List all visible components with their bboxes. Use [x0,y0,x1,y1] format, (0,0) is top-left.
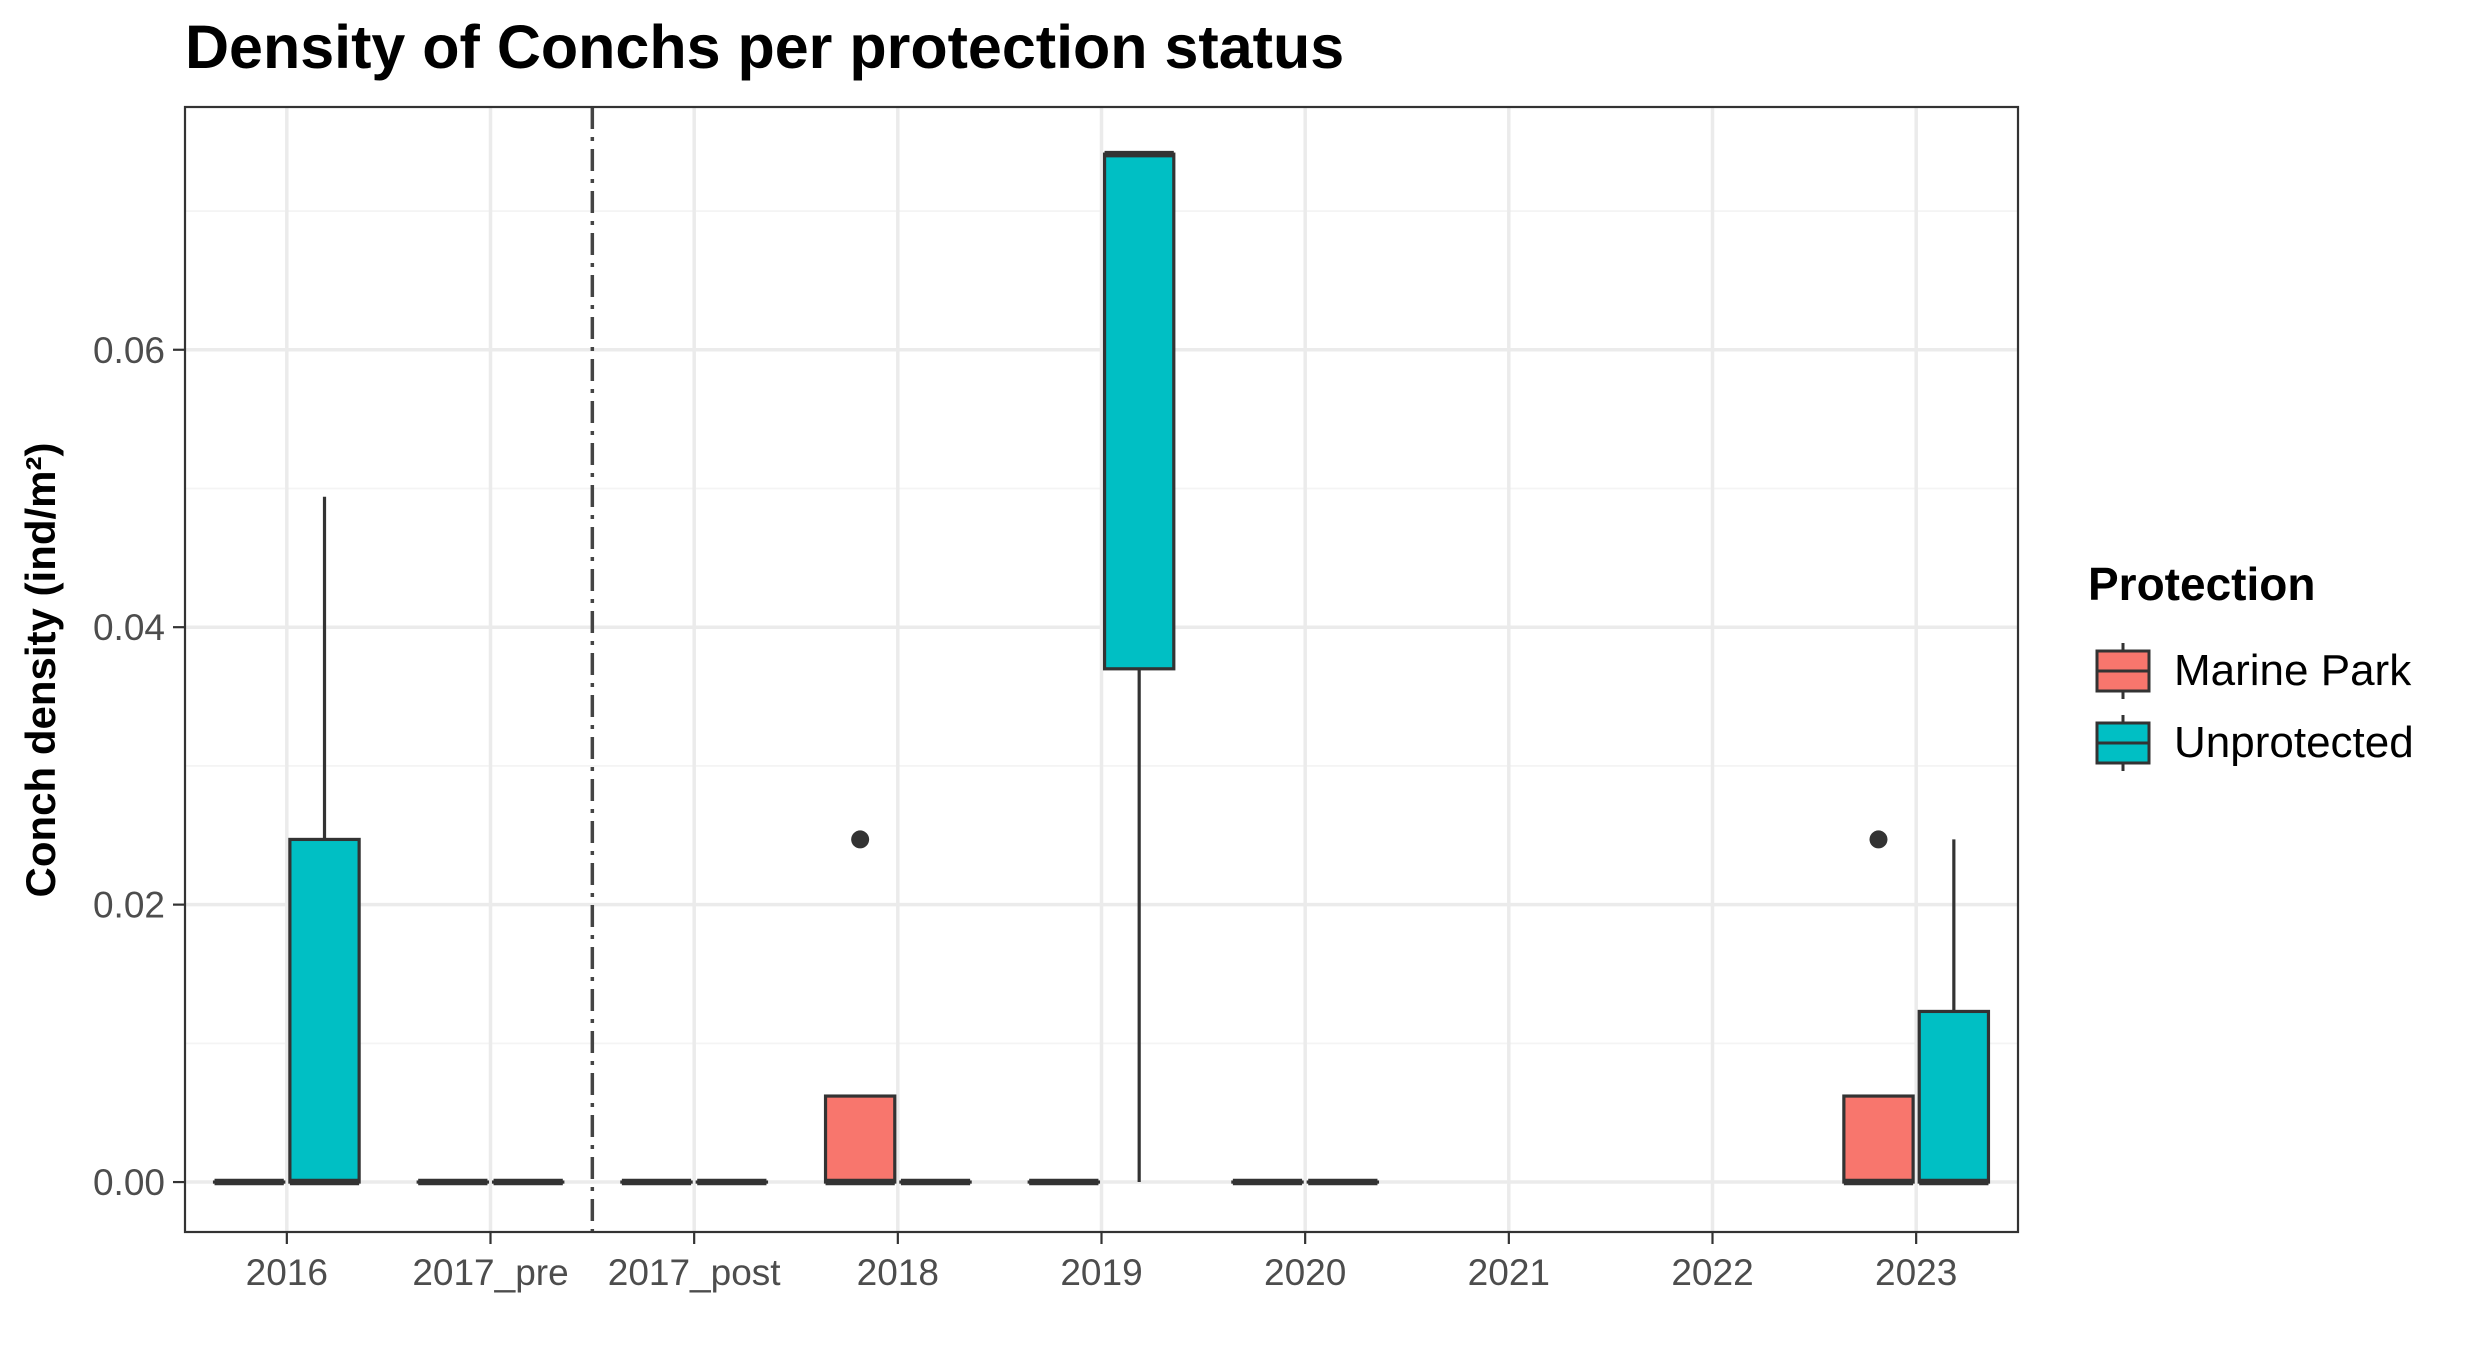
y-tick-label: 0.06 [93,330,165,371]
x-tick-label: 2017_pre [412,1252,568,1293]
box-body [823,1094,897,1184]
box-marine-park-2023 [1842,830,1915,1186]
box-body [1917,1009,1991,1184]
legend-title: Protection [2088,558,2315,610]
x-tick-label: 2017_post [608,1252,782,1293]
box-marine-park-2018 [823,830,897,1186]
outlier-point [1869,830,1888,849]
chart-title: Density of Conchs per protection status [185,13,1344,81]
box-unprotected-2023 [1917,839,1991,1186]
y-axis-title: Conch density (ind/m²) [17,443,64,898]
legend-key-unprotected [2095,715,2151,771]
axes: 0.00 0.02 0.04 0.06 2016 2017_pre 2017_post 201… [93,330,1957,1293]
y-tick-label: 0.00 [93,1162,165,1203]
legend: Protection Marine Park Unprotected [2088,558,2414,771]
box-body [288,837,361,1184]
x-tick-label: 2019 [1060,1252,1142,1293]
y-tick-label: 0.02 [93,885,165,926]
y-tick-label: 0.04 [93,607,165,648]
box-body [1842,1094,1915,1184]
legend-label: Unprotected [2174,718,2414,767]
x-tick-label: 2022 [1671,1252,1753,1293]
grid-lines [185,107,2018,1232]
x-tick-label: 2021 [1468,1252,1550,1293]
boxplot-marks [212,150,1991,1186]
x-tick-label: 2018 [857,1252,939,1293]
legend-key-marine-park [2095,643,2151,699]
box-unprotected-2019 [1102,150,1176,1183]
x-tick-label: 2023 [1875,1252,1957,1293]
outlier-point [851,830,870,849]
x-tick-label: 2020 [1264,1252,1346,1293]
x-tick-label: 2016 [246,1252,328,1293]
box-body [1102,152,1176,671]
box-unprotected-2016 [288,496,361,1186]
legend-label: Marine Park [2174,646,2412,695]
